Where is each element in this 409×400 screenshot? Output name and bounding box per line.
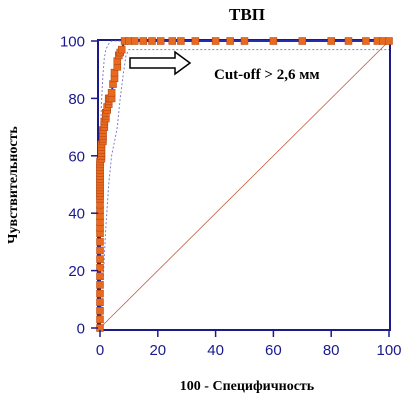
roc-point	[298, 37, 307, 45]
y-axis: 0 20 40 60 80 100	[60, 34, 98, 338]
x-tick-label: 20	[149, 342, 166, 359]
y-tick-label: 100	[60, 34, 85, 51]
y-axis-title: Чувствительность	[6, 126, 21, 244]
roc-point	[156, 37, 165, 45]
roc-point	[240, 37, 249, 45]
y-tick-label: 40	[68, 206, 85, 223]
x-tick-label: 80	[323, 342, 340, 359]
confidence-band	[99, 40, 389, 329]
confidence-bound-lower-line	[99, 49, 389, 329]
roc-point	[96, 263, 104, 272]
roc-point	[96, 281, 104, 289]
roc-point	[96, 298, 104, 306]
x-axis: 0 20 40 60 80 100	[96, 330, 402, 359]
roc-point	[107, 88, 116, 97]
roc-point	[117, 45, 126, 54]
x-tick-label: 60	[265, 342, 282, 359]
diagonal-line	[99, 40, 390, 329]
x-tick-label: 40	[207, 342, 224, 359]
roc-point	[96, 238, 104, 246]
roc-point	[191, 37, 200, 45]
chart-title: ТВП	[229, 5, 265, 24]
roc-point	[139, 37, 148, 45]
y-tick-label: 60	[68, 148, 85, 165]
roc-point	[327, 37, 335, 45]
roc-point	[344, 37, 353, 45]
roc-point	[96, 272, 104, 281]
roc-point	[226, 37, 234, 45]
roc-point	[211, 37, 220, 45]
roc-point	[96, 315, 104, 324]
x-axis-title: 100 - Специфичность	[180, 379, 315, 394]
y-tick-label: 0	[77, 321, 85, 338]
roc-point	[130, 37, 139, 45]
roc-point	[168, 37, 177, 45]
confidence-bound-upper-line	[99, 40, 389, 328]
roc-point	[96, 307, 104, 315]
roc-point	[362, 37, 370, 45]
roc-point	[96, 255, 104, 263]
y-tick-label: 20	[68, 263, 85, 280]
cutoff-annotation: Cut-off > 2,6 мм	[214, 67, 320, 83]
roc-curve-markers	[96, 37, 393, 332]
cutoff-arrow	[129, 50, 192, 76]
x-tick-label: 0	[96, 342, 104, 359]
roc-point	[148, 37, 156, 45]
diagonal-reference-line	[99, 40, 390, 329]
roc-point	[177, 37, 185, 45]
roc-point	[385, 37, 393, 45]
roc-point	[96, 246, 104, 255]
x-tick-label: 100	[376, 342, 401, 359]
y-tick-label: 80	[68, 91, 85, 108]
roc-point	[96, 289, 104, 298]
roc-point	[269, 37, 278, 45]
